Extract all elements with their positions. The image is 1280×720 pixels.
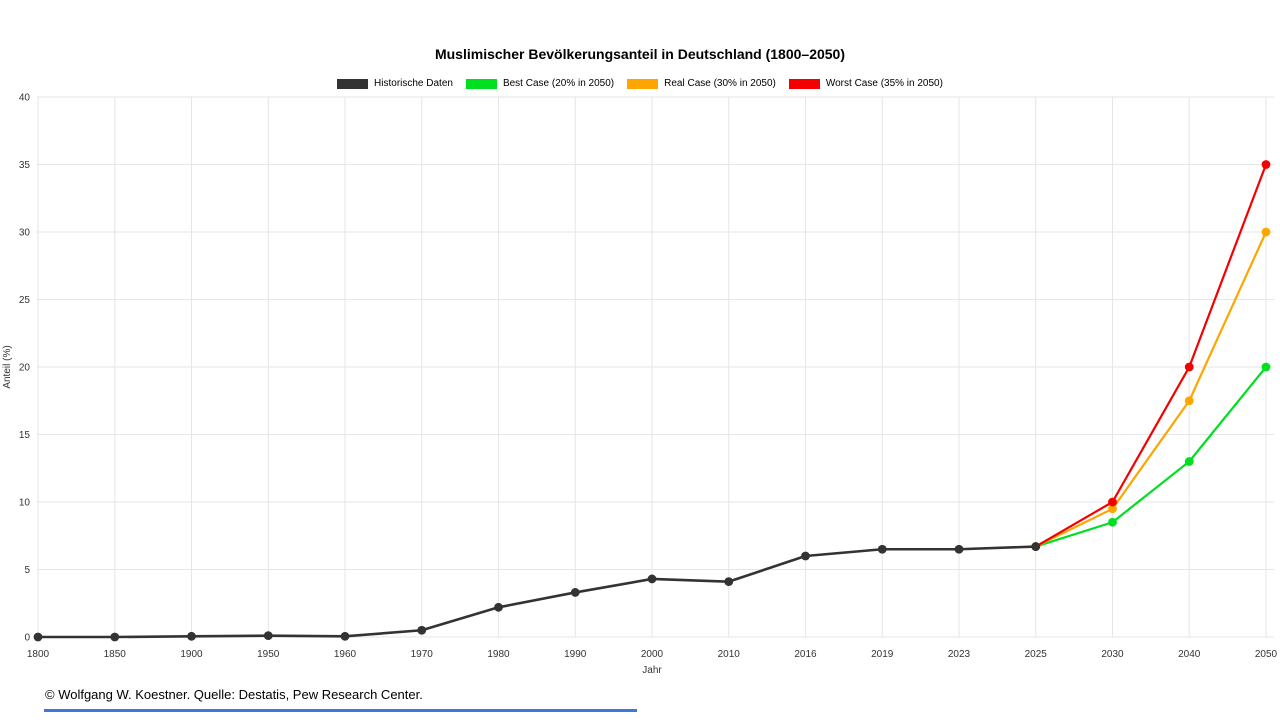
data-point-series-2: [1184, 396, 1194, 406]
data-point-series-3: [1108, 497, 1117, 507]
data-point-series-1: [1261, 362, 1271, 372]
legend-item-0[interactable]: Historische Daten: [337, 78, 453, 89]
x-tick-label: 1800: [27, 649, 50, 660]
y-tick-label: 40: [19, 93, 31, 104]
legend-label: Real Case (30% in 2050): [664, 78, 776, 89]
y-tick-label: 10: [19, 498, 31, 509]
data-point-series-0: [954, 544, 964, 554]
y-tick-label: 25: [19, 295, 31, 306]
x-tick-label: 2010: [718, 649, 741, 660]
legend-swatch: [337, 78, 369, 89]
data-point-series-1: [1184, 457, 1194, 466]
bottom-accent-bar: [44, 709, 637, 712]
x-tick-label: 1980: [487, 649, 510, 660]
y-tick-label: 15: [19, 430, 31, 441]
series-line-0: [36, 545, 1038, 639]
x-tick-label: 2040: [1178, 649, 1201, 660]
chart-legend: Historische Daten Best Case (20% in 2050)…: [0, 78, 1280, 89]
data-point-series-0: [877, 544, 887, 554]
data-point-series-3: [1184, 362, 1194, 372]
data-point-series-0: [570, 588, 580, 597]
legend-swatch: [627, 78, 659, 89]
legend-item-3[interactable]: Worst Case (35% in 2050): [788, 78, 943, 89]
data-point-series-0: [110, 632, 120, 642]
legend-item-1[interactable]: Best Case (20% in 2050): [465, 78, 615, 89]
data-point-series-0: [1031, 542, 1041, 551]
x-tick-label: 2025: [1025, 649, 1048, 660]
legend-label: Historische Daten: [374, 78, 453, 89]
x-tick-label: 2050: [1255, 649, 1278, 660]
data-point-series-0: [33, 632, 43, 642]
y-tick-label: 35: [19, 160, 31, 171]
legend-label: Best Case (20% in 2050): [502, 78, 615, 89]
x-tick-label: 1950: [257, 649, 280, 660]
copyright-source-text: © Wolfgang W. Koestner. Quelle: Destatis…: [45, 687, 423, 702]
data-point-series-0: [647, 574, 657, 584]
x-tick-label: 2023: [948, 649, 971, 660]
x-tick-label: 1850: [104, 649, 127, 660]
legend-swatch: [465, 78, 497, 89]
data-point-series-0: [801, 551, 810, 561]
x-tick-label: 2016: [794, 649, 817, 660]
y-tick-label: 20: [19, 363, 31, 374]
x-tick-label: 2019: [871, 649, 894, 660]
data-point-series-0: [494, 602, 503, 612]
y-axis-title: Anteil (%): [2, 345, 13, 388]
series-line-3: [1034, 163, 1268, 548]
x-tick-label: 1970: [411, 649, 434, 660]
data-point-series-3: [1261, 160, 1271, 169]
data-point-series-1: [1108, 517, 1117, 527]
legend-label: Worst Case (35% in 2050): [825, 78, 943, 89]
data-point-series-0: [340, 631, 350, 641]
x-tick-label: 1900: [180, 649, 203, 660]
data-point-series-0: [187, 631, 196, 641]
chart-title: Muslimischer Bevölkerungsanteil in Deuts…: [434, 46, 846, 62]
x-tick-label: 1960: [334, 649, 357, 660]
y-tick-label: 0: [24, 633, 30, 644]
x-tick-label: 2030: [1101, 649, 1124, 660]
y-tick-label: 30: [19, 228, 31, 239]
data-point-series-0: [263, 631, 273, 641]
x-axis-title: Jahr: [642, 665, 662, 676]
series-line-1: [1034, 365, 1268, 548]
x-tick-label: 1990: [564, 649, 587, 660]
data-point-series-2: [1108, 504, 1117, 514]
legend-swatch: [788, 78, 820, 89]
data-point-series-0: [724, 577, 734, 587]
y-tick-label: 5: [24, 565, 30, 576]
legend-item-2[interactable]: Real Case (30% in 2050): [627, 78, 776, 89]
x-tick-label: 2000: [641, 649, 664, 660]
data-point-series-2: [1261, 227, 1271, 237]
data-point-series-0: [417, 625, 427, 635]
series-line-2: [1034, 230, 1268, 548]
